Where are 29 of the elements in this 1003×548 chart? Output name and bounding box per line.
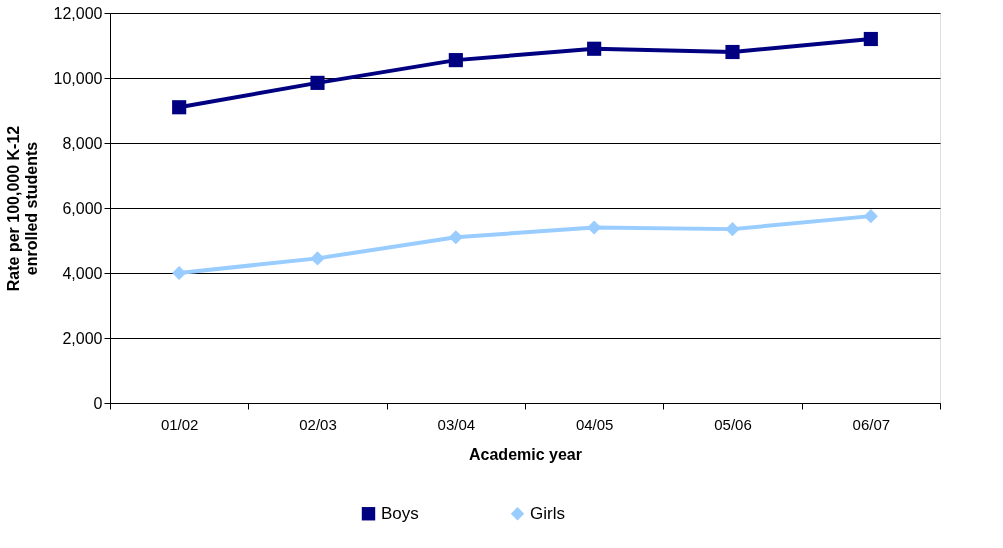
- legend-label: Girls: [530, 503, 565, 523]
- y-tick-label: 8,000: [62, 134, 103, 152]
- y-tick-label: 0: [93, 394, 103, 412]
- point: [310, 75, 325, 90]
- point: [448, 53, 463, 68]
- point: [587, 41, 602, 56]
- legend-label: Boys: [381, 503, 419, 523]
- x-axis-title: Academic year: [469, 445, 582, 463]
- point: [448, 230, 463, 245]
- point: [587, 220, 602, 235]
- point: [725, 222, 740, 237]
- point: [863, 209, 878, 224]
- x-tick-label: 01/02: [160, 415, 199, 433]
- point: [310, 251, 325, 266]
- y-tick-label: 6,000: [62, 199, 103, 217]
- x-tick-label: 06/07: [852, 415, 891, 433]
- x-tick-label: 05/06: [714, 415, 752, 433]
- y-tick-label: 2,000: [62, 329, 103, 347]
- point: [725, 44, 740, 60]
- x-tick-label: 02/03: [299, 415, 337, 433]
- point: [863, 31, 878, 47]
- y-tick-label: 10,000: [53, 69, 103, 87]
- x-tick-label: 04/05: [575, 415, 614, 433]
- y-tick-label: 12,000: [53, 4, 103, 22]
- y-axis-title: Rate per 100,000 K-12 enrolled students: [4, 125, 40, 292]
- y-tick-label: 4,000: [62, 264, 103, 282]
- x-tick-label: 03/04: [437, 415, 476, 433]
- point: [172, 265, 187, 281]
- point: [172, 100, 187, 115]
